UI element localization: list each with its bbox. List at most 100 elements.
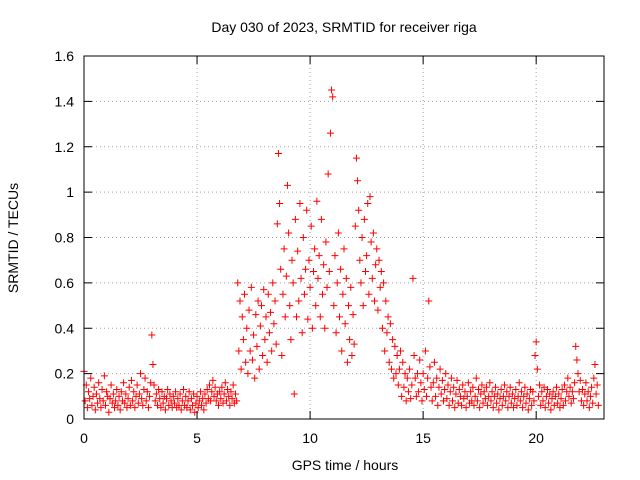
data-point <box>182 392 190 400</box>
data-point <box>401 370 409 378</box>
data-point <box>441 386 449 394</box>
data-point <box>305 256 313 264</box>
data-point <box>516 397 524 405</box>
data-point <box>326 129 334 137</box>
data-point <box>313 197 321 205</box>
data-point <box>208 388 216 396</box>
data-point <box>427 383 435 391</box>
data-point <box>484 401 492 409</box>
data-point <box>576 376 584 384</box>
data-point <box>217 395 225 403</box>
data-point <box>158 388 166 396</box>
data-point <box>201 390 209 398</box>
data-point <box>221 379 229 387</box>
data-point <box>533 365 541 373</box>
data-point <box>346 336 354 344</box>
data-point <box>421 347 429 355</box>
data-point <box>113 386 121 394</box>
data-point <box>410 351 418 359</box>
x-tick-label: 15 <box>415 430 431 446</box>
data-point <box>323 283 331 291</box>
data-point <box>374 306 382 314</box>
data-point <box>436 365 444 373</box>
data-point <box>420 386 428 394</box>
data-point <box>361 268 369 276</box>
data-point <box>357 279 365 287</box>
data-point <box>311 245 319 253</box>
y-tick-label: 0.4 <box>55 320 75 336</box>
data-point <box>278 351 286 359</box>
data-point <box>114 401 122 409</box>
data-point <box>469 383 477 391</box>
data-point <box>287 336 295 344</box>
data-point <box>339 290 347 298</box>
data-point <box>296 199 304 207</box>
data-point <box>447 374 455 382</box>
data-point <box>263 358 271 366</box>
data-point <box>488 388 496 396</box>
data-point <box>418 397 426 405</box>
data-point <box>107 381 115 389</box>
data-point <box>580 401 588 409</box>
data-point <box>294 247 302 255</box>
data-point <box>494 390 502 398</box>
data-point <box>583 397 591 405</box>
data-point <box>508 390 516 398</box>
data-point <box>329 93 337 101</box>
data-point <box>417 379 425 387</box>
data-point <box>351 222 359 230</box>
data-point <box>227 388 235 396</box>
data-point <box>260 286 268 294</box>
data-point <box>406 365 414 373</box>
data-point <box>340 245 348 253</box>
data-point <box>302 265 310 273</box>
data-point <box>564 374 572 382</box>
data-point <box>185 388 193 396</box>
data-point <box>322 238 330 246</box>
data-point <box>555 390 563 398</box>
data-point <box>281 313 289 321</box>
data-point <box>392 370 400 378</box>
data-point <box>536 381 544 389</box>
data-point <box>316 313 324 321</box>
data-point <box>408 381 416 389</box>
data-point <box>503 388 511 396</box>
data-point <box>247 283 255 291</box>
data-point <box>290 390 298 398</box>
data-point <box>387 365 395 373</box>
data-point <box>472 374 480 382</box>
data-point <box>502 397 510 405</box>
data-point <box>565 392 573 400</box>
data-point <box>164 386 172 394</box>
data-point <box>442 370 450 378</box>
data-point <box>262 313 270 321</box>
data-point <box>314 274 322 282</box>
data-point <box>424 374 432 382</box>
x-tick-label: 20 <box>528 430 544 446</box>
data-point <box>482 383 490 391</box>
data-point <box>434 401 442 409</box>
data-point <box>222 397 230 405</box>
data-point <box>367 238 375 246</box>
data-point <box>592 390 600 398</box>
data-point <box>279 290 287 298</box>
data-point <box>320 261 328 269</box>
data-point <box>568 388 576 396</box>
data-point <box>463 392 471 400</box>
data-point <box>177 406 185 414</box>
data-point <box>174 395 182 403</box>
data-point <box>169 392 177 400</box>
data-point <box>365 290 373 298</box>
data-point <box>445 401 453 409</box>
data-point <box>335 313 343 321</box>
data-point <box>87 374 95 382</box>
data-point <box>216 388 224 396</box>
data-point <box>101 401 109 409</box>
data-point <box>398 392 406 400</box>
data-point <box>255 365 263 373</box>
data-point <box>112 397 120 405</box>
data-point <box>478 381 486 389</box>
data-point <box>245 306 253 314</box>
data-point <box>355 206 363 214</box>
